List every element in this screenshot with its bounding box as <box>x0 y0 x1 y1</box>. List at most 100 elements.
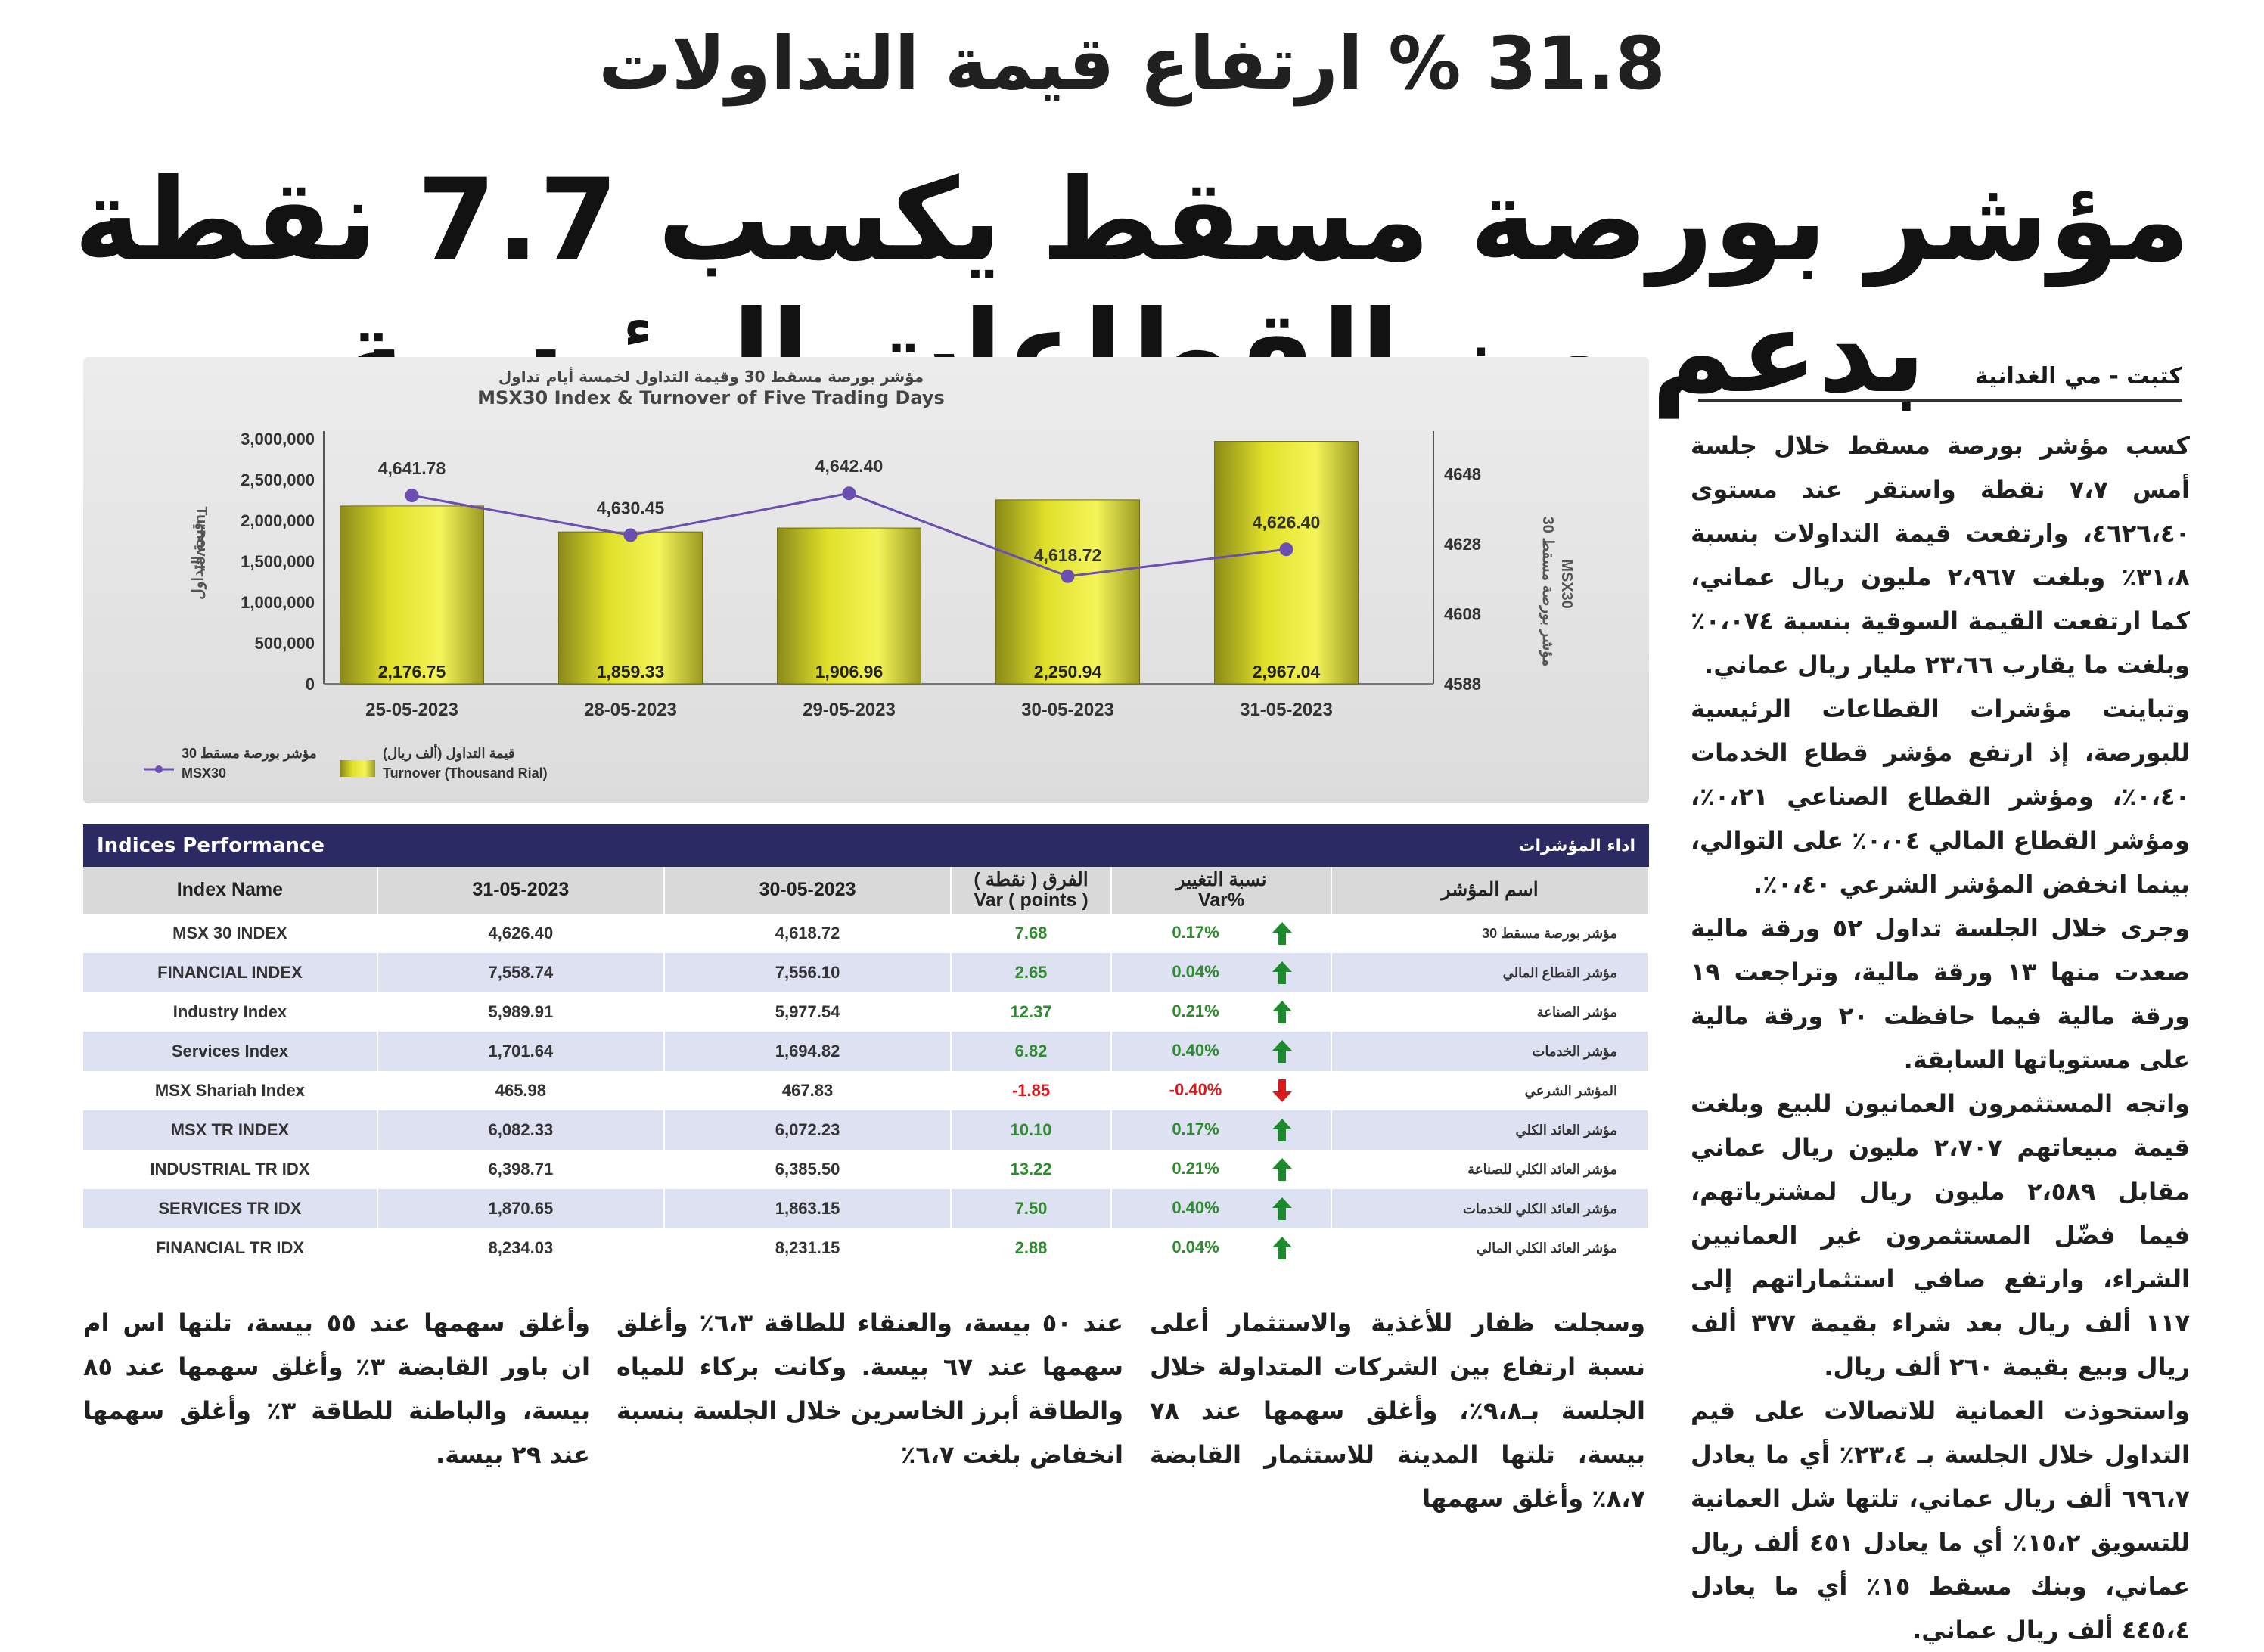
value-date1-cell: 1,870.65 <box>377 1189 665 1228</box>
article-paragraph: كسب مؤشر بورصة مسقط خلال جلسة أمس ٧،٧ نق… <box>1691 431 2191 679</box>
index-name-cell: Industry Index <box>83 992 378 1032</box>
arrow-up-icon <box>1272 1197 1292 1220</box>
value-date1-cell: 5,989.91 <box>377 992 665 1032</box>
table-row: SERVICES TR IDX 1,870.65 1,863.15 7.50 0.40%… <box>83 1189 1649 1228</box>
index-name-cell: MSX Shariah Index <box>83 1071 378 1110</box>
var-percent-value: -0.40% <box>1169 1079 1222 1099</box>
table-body: MSX 30 INDEX 4,626.40 4,618.72 7.68 0.17% مؤش… <box>83 914 1649 1268</box>
arrow-up-icon <box>1272 1040 1292 1063</box>
var-percent-value: 0.21% <box>1172 1001 1219 1020</box>
msx30-point-label: 4,626.40 <box>1253 512 1321 532</box>
value-date1-cell: 6,082.33 <box>377 1110 665 1150</box>
index-name-ar-cell: مؤشر القطاع المالي <box>1331 953 1649 992</box>
index-name-cell: FINANCIAL TR IDX <box>83 1228 378 1268</box>
table-row: FINANCIAL TR IDX 8,234.03 8,231.15 2.88 0.04… <box>83 1228 1649 1268</box>
table-row: Industry Index 5,989.91 5,977.54 12.37 0.21%… <box>83 992 1649 1032</box>
table-row: MSX 30 INDEX 4,626.40 4,618.72 7.68 0.17% مؤش… <box>83 914 1649 953</box>
right-axis-title-ar: مؤشر بورصة مسقط 30 <box>1539 517 1556 667</box>
table-row: Services Index 1,701.64 1,694.82 6.82 0.40% م… <box>83 1032 1649 1071</box>
value-date2-cell: 8,231.15 <box>663 1228 952 1268</box>
left-tick-label: 500,000 <box>254 634 315 653</box>
index-name-ar-cell: مؤشر العائد الكلي <box>1331 1110 1649 1150</box>
legend-bar-label-en: Turnover (Thousand Rial) <box>383 765 548 781</box>
turnover-bar-label: 2,967.04 <box>1253 662 1321 682</box>
arrow-up-icon <box>1272 922 1292 945</box>
var-percent-cell: -0.40% <box>1110 1071 1333 1110</box>
arrow-up-icon <box>1272 1158 1292 1181</box>
var-percent-cell: 0.04% <box>1110 1228 1333 1268</box>
col-header-var-points: الفرق ( نقطة ) Var ( points ) <box>951 867 1112 914</box>
var-points-cell: 10.10 <box>951 1110 1112 1150</box>
article-paragraph: واتجه المستثمرون العمانيون للبيع وبلغت ق… <box>1691 1089 2191 1381</box>
right-tick-label: 4608 <box>1444 604 1481 623</box>
article-paragraph: وجرى خلال الجلسة تداول ٥٢ ورقة مالية صعد… <box>1691 914 2191 1074</box>
var-percent-value: 0.40% <box>1172 1197 1219 1217</box>
value-date1-cell: 1,701.64 <box>377 1032 665 1071</box>
var-points-cell: 12.37 <box>951 992 1112 1032</box>
table-title-ar: اداء المؤشرات <box>1518 836 1635 856</box>
var-percent-cell: 0.40% <box>1110 1032 1333 1071</box>
value-date1-cell: 6,398.71 <box>377 1150 665 1189</box>
left-axis-title-en: Turnover <box>193 506 210 570</box>
byline: كتبت - مي الغدانية <box>1974 363 2182 390</box>
var-points-cell: 2.65 <box>951 953 1112 992</box>
arrow-down-icon <box>1272 1079 1292 1102</box>
table-row: MSX TR INDEX 6,082.33 6,072.23 10.10 0.17% مؤ… <box>83 1110 1649 1150</box>
chart-panel: مؤشر بورصة مسقط 30 وقيمة التداول لخمسة أ… <box>83 357 1649 803</box>
value-date1-cell: 7,558.74 <box>377 953 665 992</box>
turnover-bar <box>1214 441 1359 685</box>
byline-divider <box>1698 399 2182 402</box>
turnover-bar <box>340 505 484 685</box>
value-date2-cell: 6,385.50 <box>663 1150 952 1189</box>
arrow-up-icon <box>1272 1119 1292 1141</box>
turnover-bar-label: 2,176.75 <box>378 662 446 682</box>
value-date1-cell: 4,626.40 <box>377 914 665 953</box>
chart-title-en: MSX30 Index & Turnover of Five Trading D… <box>477 387 945 408</box>
index-name-ar-cell: مؤشر العائد الكلي المالي <box>1331 1228 1649 1268</box>
var-percent-cell: 0.17% <box>1110 914 1333 953</box>
turnover-bar <box>558 531 703 685</box>
msx30-point-label: 4,630.45 <box>597 498 665 518</box>
index-name-ar-cell: المؤشر الشرعي <box>1331 1071 1649 1110</box>
legend-line-label-en: MSX30 <box>182 765 226 781</box>
msx30-point-label: 4,618.72 <box>1034 545 1102 565</box>
var-percent-cell: 0.21% <box>1110 992 1333 1032</box>
index-name-ar-cell: مؤشر العائد الكلي للخدمات <box>1331 1189 1649 1228</box>
index-name-cell: FINANCIAL INDEX <box>83 953 378 992</box>
indices-performance-table: Indices Performance اداء المؤشرات Index … <box>83 824 1649 1301</box>
value-date2-cell: 5,977.54 <box>663 992 952 1032</box>
var-percent-value: 0.04% <box>1172 961 1219 981</box>
msx30-point-label: 4,641.78 <box>378 458 446 478</box>
value-date2-cell: 4,618.72 <box>663 914 952 953</box>
var-points-cell: 7.68 <box>951 914 1112 953</box>
col-header-var-percent: نسبة التغيير Var% <box>1110 867 1333 914</box>
turnover-msx30-chart: 3,000,000 2,500,000 2,000,000 1,500,000 1,00… <box>144 430 1575 781</box>
msx30-point <box>842 486 856 501</box>
index-name-cell: Services Index <box>83 1032 378 1071</box>
right-tick-label: 4648 <box>1444 464 1481 483</box>
left-tick-label: 3,000,000 <box>241 430 315 449</box>
value-date2-cell: 467.83 <box>663 1071 952 1110</box>
left-tick-label: 2,000,000 <box>241 511 315 530</box>
left-tick-label: 2,500,000 <box>241 470 315 489</box>
var-points-cell: -1.85 <box>951 1071 1112 1110</box>
table-row: FINANCIAL INDEX 7,558.74 7,556.10 2.65 0.04%… <box>83 953 1649 992</box>
var-percent-cell: 0.04% <box>1110 953 1333 992</box>
var-percent-value: 0.17% <box>1172 922 1219 942</box>
arrow-up-icon <box>1272 1237 1292 1259</box>
index-name-cell: SERVICES TR IDX <box>83 1189 378 1228</box>
legend-line-label-ar: مؤشر بورصة مسقط 30 <box>182 746 317 762</box>
value-date2-cell: 7,556.10 <box>663 953 952 992</box>
table-row: MSX Shariah Index 465.98 467.83 -1.85 -0.40%… <box>83 1071 1649 1110</box>
chart-title-ar: مؤشر بورصة مسقط 30 وقيمة التداول لخمسة أ… <box>498 368 924 386</box>
x-tick-label: 29-05-2023 <box>803 700 896 720</box>
table-row: INDUSTRIAL TR IDX 6,398.71 6,385.50 13.22 0.… <box>83 1150 1649 1189</box>
table-header-bar: Indices Performance اداء المؤشرات <box>83 824 1649 867</box>
value-date2-cell: 1,863.15 <box>663 1189 952 1228</box>
var-percent-cell: 0.21% <box>1110 1150 1333 1189</box>
index-name-ar-cell: مؤشر الخدمات <box>1331 1032 1649 1071</box>
index-name-ar-cell: مؤشر بورصة مسقط 30 <box>1331 914 1649 953</box>
var-points-cell: 6.82 <box>951 1032 1112 1071</box>
x-tick-label: 25-05-2023 <box>365 700 458 720</box>
article-column-4: وأغلق سهمها عند ٥٥ بيسة، تلتها اس ام ان … <box>83 1309 591 1469</box>
